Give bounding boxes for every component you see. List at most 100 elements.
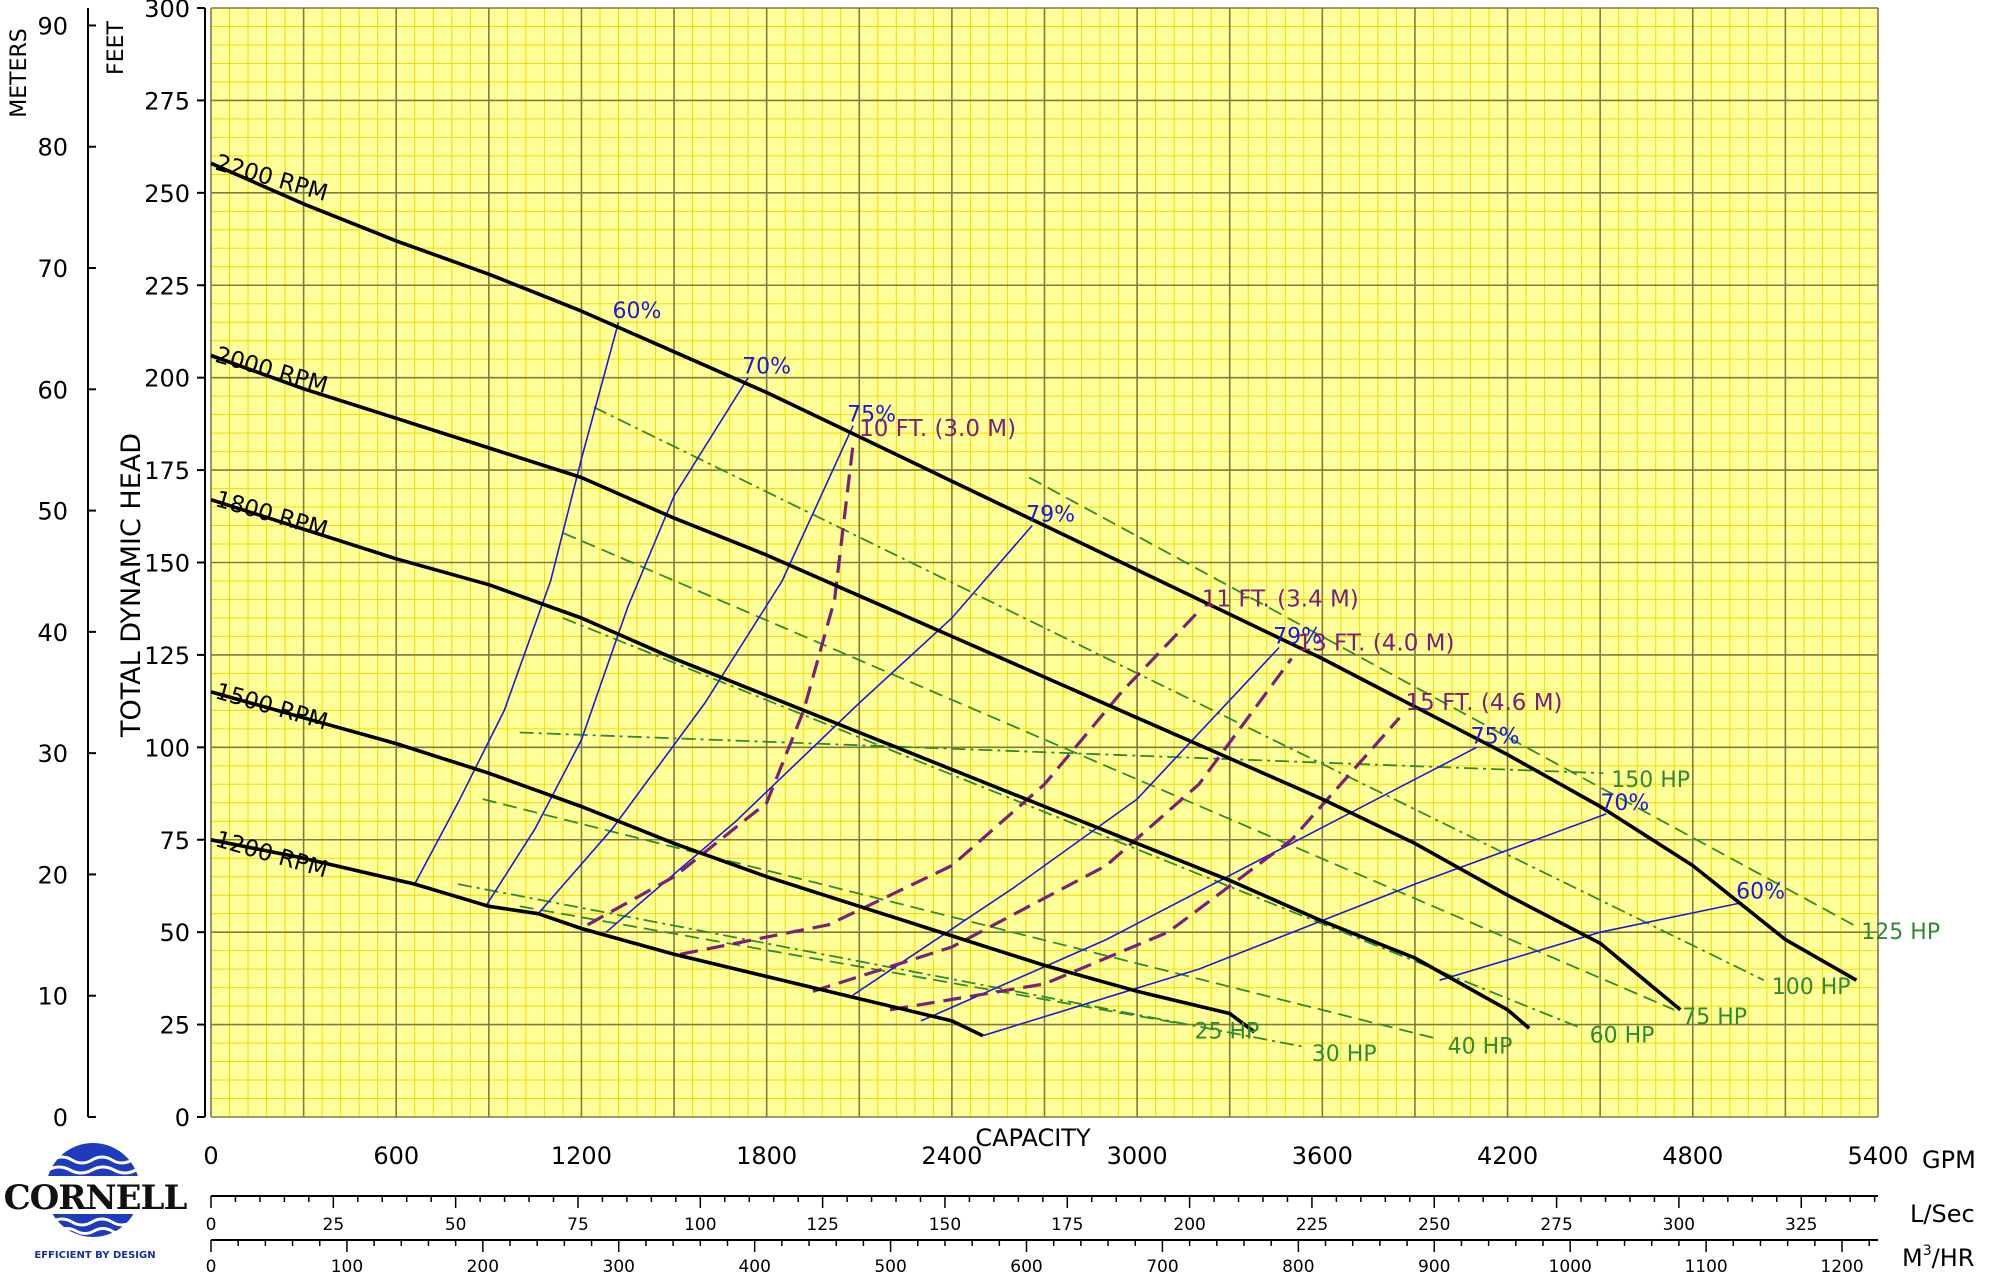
gpm-tick-label: 4800 bbox=[1662, 1142, 1723, 1170]
feet-tick-label: 150 bbox=[144, 550, 190, 578]
gpm-tick-label: 1200 bbox=[551, 1142, 612, 1170]
gpm-tick-label: 0 bbox=[203, 1142, 218, 1170]
npsh-curve bbox=[679, 613, 1197, 956]
efficiency-curve bbox=[605, 524, 1033, 933]
efficiency-label: 79% bbox=[1273, 625, 1322, 650]
axes: 0102030405060708090025507510012515017520… bbox=[37, 0, 1908, 1276]
npsh-label: 10 FT. (3.0 M) bbox=[859, 416, 1016, 442]
gpm-tick-label: 4200 bbox=[1477, 1142, 1538, 1170]
rpm-curve bbox=[210, 353, 1682, 1012]
meters-tick-label: 20 bbox=[37, 861, 68, 889]
hp-label: 30 HP bbox=[1312, 1042, 1377, 1067]
m3hr-unit-suffix: /HR bbox=[1932, 1244, 1975, 1272]
rpm-curve bbox=[210, 838, 984, 1038]
hp-label: 25 HP bbox=[1195, 1020, 1260, 1045]
m3hr-tick-label: 0 bbox=[206, 1257, 217, 1276]
m3hr-tick-label: 1200 bbox=[1820, 1257, 1863, 1276]
y-axis-title: TOTAL DYNAMIC HEAD bbox=[116, 433, 147, 738]
cornell-logo bbox=[0, 1143, 190, 1237]
hp-line bbox=[593, 406, 1765, 982]
feet-tick-label: 225 bbox=[144, 272, 190, 300]
efficiency-label: 75% bbox=[1471, 724, 1520, 749]
meters-tick-label: 80 bbox=[37, 134, 68, 162]
hp-label: 100 HP bbox=[1772, 975, 1851, 1000]
efficiency-curve bbox=[485, 377, 749, 907]
efficiency-curves bbox=[413, 321, 1743, 1037]
hp-line bbox=[562, 617, 1582, 1030]
efficiency-curve bbox=[537, 425, 854, 915]
feet-tick-label: 25 bbox=[159, 1012, 190, 1040]
efficiency-label: 70% bbox=[742, 355, 791, 380]
feet-tick-label: 100 bbox=[144, 734, 190, 762]
efficiency-label: 70% bbox=[1600, 791, 1649, 816]
hp-label: 150 HP bbox=[1611, 768, 1690, 793]
hp-label: 75 HP bbox=[1682, 1005, 1747, 1030]
meters-tick-label: 10 bbox=[37, 983, 68, 1011]
m3hr-tick-label: 600 bbox=[1010, 1257, 1042, 1276]
m3hr-tick-label: 300 bbox=[603, 1257, 635, 1276]
rpm-curve bbox=[210, 497, 1531, 1030]
lsec-tick-label: 250 bbox=[1418, 1215, 1450, 1235]
gpm-tick-label: 1800 bbox=[736, 1142, 797, 1170]
lsec-tick-label: 225 bbox=[1296, 1215, 1328, 1235]
meters-tick-label: 40 bbox=[37, 619, 68, 647]
efficiency-curve bbox=[852, 646, 1280, 996]
efficiency-label: 60% bbox=[1736, 880, 1785, 905]
lsec-tick-label: 300 bbox=[1663, 1215, 1695, 1235]
npsh-curve bbox=[586, 444, 855, 927]
feet-tick-label: 125 bbox=[144, 642, 190, 670]
feet-tick-label: 75 bbox=[159, 827, 190, 855]
npsh-curves bbox=[586, 444, 1401, 1012]
meters-axis-label: METERS bbox=[7, 28, 32, 117]
m3hr-tick-label: 500 bbox=[874, 1257, 906, 1276]
m3hr-tick-label: 800 bbox=[1282, 1257, 1314, 1276]
gpm-tick-label: 3000 bbox=[1107, 1142, 1168, 1170]
logo-wave-2 bbox=[47, 1165, 137, 1175]
gpm-tick-label: 5400 bbox=[1847, 1142, 1908, 1170]
rpm-curve bbox=[210, 161, 1858, 982]
lsec-tick-label: 50 bbox=[445, 1215, 467, 1235]
meters-tick-label: 50 bbox=[37, 498, 68, 526]
meters-tick-label: 0 bbox=[53, 1104, 68, 1132]
logo-band bbox=[0, 1176, 190, 1214]
lsec-tick-label: 325 bbox=[1785, 1215, 1817, 1235]
hp-label: 125 HP bbox=[1861, 920, 1940, 945]
feet-tick-label: 275 bbox=[144, 87, 190, 115]
hp-line bbox=[519, 731, 1604, 775]
npsh-label: 15 FT. (4.6 M) bbox=[1406, 690, 1563, 716]
lsec-tick-label: 25 bbox=[323, 1215, 345, 1235]
feet-tick-label: 0 bbox=[175, 1104, 190, 1132]
npsh-curve bbox=[812, 657, 1293, 993]
m3hr-tick-label: 1000 bbox=[1549, 1257, 1592, 1276]
gpm-unit-label: GPM bbox=[1922, 1146, 1976, 1174]
hp-line bbox=[457, 883, 1304, 1048]
meters-tick-label: 60 bbox=[37, 376, 68, 404]
efficiency-curve bbox=[1439, 901, 1743, 981]
horsepower-lines bbox=[457, 406, 1854, 1048]
hp-label: 40 HP bbox=[1448, 1034, 1513, 1059]
efficiency-curve bbox=[920, 746, 1478, 1022]
feet-tick-label: 175 bbox=[144, 457, 190, 485]
brand-tagline: EFFICIENT BY DESIGN bbox=[34, 1250, 156, 1261]
feet-tick-label: 250 bbox=[144, 180, 190, 208]
npsh-curve bbox=[889, 716, 1401, 1012]
m3hr-unit-label: M3/HR bbox=[1902, 1243, 1974, 1272]
major-grid bbox=[210, 7, 1879, 1118]
lsec-tick-label: 275 bbox=[1540, 1215, 1572, 1235]
efficiency-curve bbox=[982, 813, 1607, 1037]
logo-wave-4 bbox=[57, 1227, 131, 1235]
meters-tick-label: 30 bbox=[37, 740, 68, 768]
meters-tick-label: 90 bbox=[37, 12, 68, 40]
m3hr-tick-label: 700 bbox=[1146, 1257, 1178, 1276]
m3hr-tick-label: 200 bbox=[467, 1257, 499, 1276]
lsec-unit-label: L/Sec bbox=[1910, 1200, 1975, 1228]
m3hr-unit-sup: 3 bbox=[1923, 1243, 1932, 1259]
gpm-tick-label: 600 bbox=[373, 1142, 419, 1170]
x-axis-title: CAPACITY bbox=[975, 1124, 1091, 1152]
feet-tick-label: 50 bbox=[159, 919, 190, 947]
lsec-tick-label: 175 bbox=[1051, 1215, 1083, 1235]
lsec-tick-label: 0 bbox=[206, 1215, 217, 1235]
lsec-tick-label: 125 bbox=[806, 1215, 838, 1235]
brand-name: CORNELL bbox=[3, 1178, 188, 1218]
